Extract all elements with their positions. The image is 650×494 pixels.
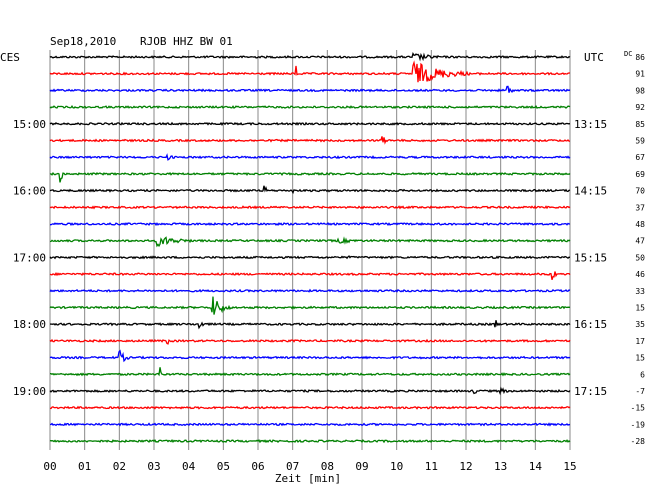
trace-line [49,255,571,260]
dc-offset-value: 69 [635,170,645,179]
x-tick-label: 01 [78,460,91,473]
right-time-label: 13:15 [574,118,607,131]
x-tick-label: 09 [355,460,368,473]
dc-offset-value: 91 [635,70,645,79]
seismic-traces [49,51,571,444]
dc-offset-value: 92 [635,103,645,112]
dc-offset-value: 33 [635,287,645,296]
x-tick-label: 15 [563,460,576,473]
trace-line [50,367,571,377]
x-tick-label: 10 [390,460,403,473]
dc-offset-value: -15 [631,404,646,413]
dc-offset-value: 50 [635,253,645,262]
left-time-label: 17:00 [13,251,46,264]
x-tick-label: 04 [182,460,196,473]
x-axis-label: Zeit [min] [275,472,341,485]
trace-line [49,349,571,363]
x-tick-label: 06 [251,460,264,473]
dc-offset-value: 15 [635,354,645,363]
dc-offset-value: 70 [635,187,645,196]
x-tick-label: 02 [113,460,126,473]
right-timezone-label: UTC [584,51,604,64]
trace-line [49,296,571,315]
station-label: RJOB HHZ BW 01 [140,35,233,48]
trace-line [49,236,571,248]
right-time-label: 14:15 [574,185,607,198]
trace-line [49,338,571,345]
right-time-label: 16:15 [574,318,607,331]
dc-offset-value: 47 [635,237,645,246]
trace-line [49,104,571,110]
dc-offset-value: 67 [635,153,645,162]
x-tick-label: 00 [43,460,56,473]
x-tick-label: 13 [494,460,507,473]
x-tick-labels: 00 01 02 03 04 05 06 07 08 09 10 11 12 13 14 15 [43,460,576,473]
trace-line [49,121,571,126]
trace-line [49,405,571,410]
right-time-labels: 13:15 14:15 15:15 16:15 17:15 [574,118,607,398]
dc-offset-value: 98 [635,86,645,95]
dc-offset-value: 37 [635,203,645,212]
left-time-label: 15:00 [13,118,46,131]
left-time-label: 16:00 [13,185,46,198]
trace-line [49,288,571,293]
time-grid [49,50,571,450]
trace-line [49,320,571,330]
dc-offset-value: -7 [635,387,645,396]
dc-offset-value: -19 [631,420,646,429]
dc-offset-value: 46 [635,270,645,279]
x-tick-label: 14 [529,460,543,473]
left-time-label: 19:00 [13,385,46,398]
dc-offset-value: 48 [635,220,645,229]
x-tick-label: 11 [425,460,438,473]
trace-line [49,60,570,83]
trace-line [50,221,571,227]
x-tick-label: 07 [286,460,299,473]
trace-line [49,153,571,161]
left-timezone-label: CES [0,51,20,64]
dc-offset-value: 6 [640,370,645,379]
dc-header-label: DC [624,50,632,58]
trace-line [49,205,571,210]
x-tick-label: 05 [217,460,230,473]
dc-offset-labels: 86 91 98 92 85 59 67 69 70 37 48 47 50 46 33 15 35 17 15 6 -… [631,53,646,446]
trace-line [49,51,571,62]
dc-offset-value: 59 [635,137,645,146]
date-label: Sep18,2010 [50,35,116,48]
trace-line [49,185,571,195]
right-time-label: 17:15 [574,385,607,398]
dc-offset-value: 17 [635,337,645,346]
dc-offset-value: -28 [631,437,646,446]
trace-line [50,422,571,427]
trace-line [49,171,571,183]
trace-line [49,136,571,145]
left-time-label: 18:00 [13,318,46,331]
dc-offset-value: 35 [635,320,645,329]
right-time-label: 15:15 [574,251,607,264]
dc-offset-value: 85 [635,120,645,129]
left-time-labels: 15:00 16:00 17:00 18:00 19:00 [13,118,46,398]
dc-offset-value: 86 [635,53,645,62]
x-tick-label: 03 [147,460,160,473]
x-tick-label: 08 [321,460,334,473]
trace-line [49,85,571,94]
trace-line [49,386,571,396]
x-tick-label: 12 [459,460,472,473]
trace-line [49,439,571,444]
dc-offset-value: 15 [635,304,645,313]
trace-line [49,271,571,280]
